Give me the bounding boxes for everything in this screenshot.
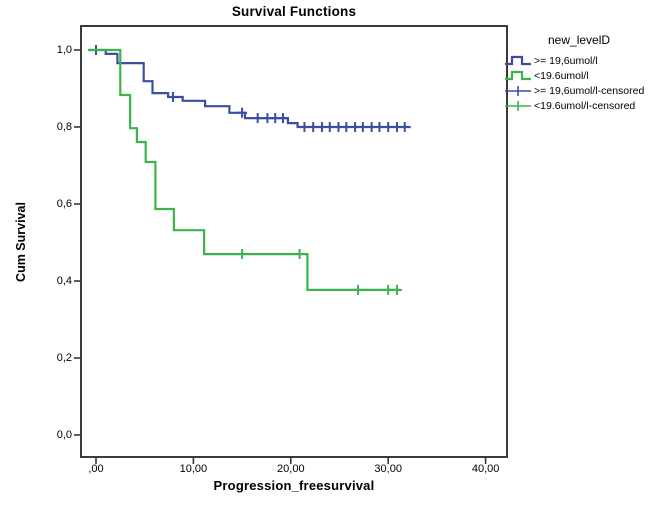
y-tick-label: 0,6 [56, 198, 72, 210]
x-tick-label: ,00 [88, 463, 104, 475]
y-tick-label: 0,8 [56, 121, 72, 133]
legend-entry-label: >= 19,6umol/l [534, 54, 598, 67]
step-line-symbol-green [505, 70, 531, 81]
x-tick-label: 30,00 [374, 463, 402, 475]
legend: new_levelD >= 19,6umol/l <19.6umol/l >= … [504, 33, 670, 113]
x-tick-label: 40,00 [471, 463, 500, 475]
plot-area-frame [80, 25, 508, 458]
legend-entry: >= 19,6umol/l-censored [504, 83, 670, 98]
legend-entry-label: <19.6umol/l [534, 69, 589, 82]
censor-plus-symbol-green [505, 101, 531, 111]
y-axis-title: Cum Survival [14, 202, 28, 282]
step-line-symbol-blue [505, 55, 531, 66]
legend-entry: >= 19,6umol/l [504, 53, 670, 68]
chart-title: Survival Functions [231, 4, 357, 19]
legend-entry: <19.6umol/l-censored [504, 98, 670, 113]
legend-entry-label: >= 19,6umol/l-censored [534, 84, 645, 97]
legend-title: new_levelD [548, 33, 611, 47]
y-tick-label: 0,0 [56, 429, 72, 441]
x-tick-label: 10,00 [179, 463, 208, 475]
censor-plus-symbol-blue [505, 86, 531, 96]
y-tick-label: 1,0 [56, 44, 72, 56]
x-tick-label: 20,00 [277, 463, 305, 475]
legend-entry: <19.6umol/l [504, 68, 670, 83]
x-axis-title: Progression_freesurvival [213, 478, 375, 493]
y-tick-label: 0,2 [56, 352, 72, 364]
y-tick-label: 0,4 [56, 275, 72, 287]
legend-entry-label: <19.6umol/l-censored [534, 99, 636, 112]
